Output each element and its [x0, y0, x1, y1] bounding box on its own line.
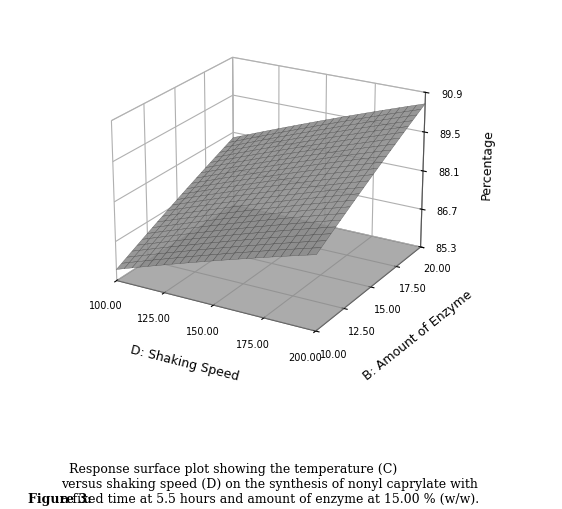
X-axis label: D: Shaking Speed: D: Shaking Speed: [129, 344, 240, 384]
Text: Figure 3:: Figure 3:: [28, 493, 92, 506]
Y-axis label: B: Amount of Enzyme: B: Amount of Enzyme: [361, 288, 475, 383]
Text: Response surface plot showing the temperature (C)
versus shaking speed (D) on th: Response surface plot showing the temper…: [61, 464, 479, 506]
